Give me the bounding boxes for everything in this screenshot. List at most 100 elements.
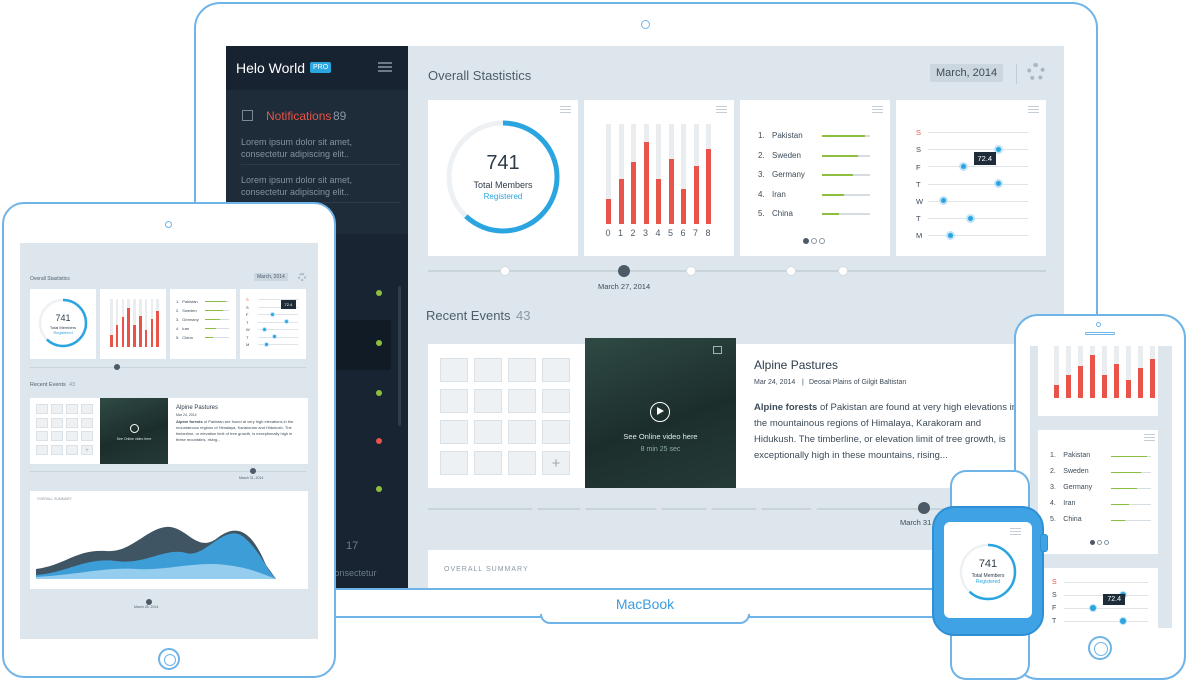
thumbnail[interactable] bbox=[508, 358, 536, 382]
notification-item[interactable]: Lorem ipsum dolor sit amet, consectetur … bbox=[241, 137, 353, 159]
thumbnail[interactable] bbox=[440, 420, 468, 444]
timeline-dot[interactable] bbox=[838, 266, 848, 276]
thumbnail[interactable] bbox=[51, 444, 63, 455]
timeline-dot[interactable] bbox=[706, 505, 712, 511]
slider-knob[interactable] bbox=[272, 334, 278, 339]
sidebar-scrollbar[interactable] bbox=[398, 286, 401, 426]
thumbnail[interactable] bbox=[474, 358, 502, 382]
page-dot[interactable] bbox=[1090, 540, 1095, 545]
timeline-dot[interactable] bbox=[532, 505, 538, 511]
slider-knob[interactable] bbox=[261, 326, 267, 332]
ipad-home-button[interactable] bbox=[158, 648, 180, 670]
slider-track bbox=[258, 336, 298, 338]
add-icon[interactable]: + bbox=[542, 451, 570, 475]
card-menu-icon[interactable] bbox=[560, 106, 571, 113]
slider-knob[interactable] bbox=[965, 213, 975, 223]
page-dot[interactable] bbox=[819, 238, 825, 244]
timeline-dot[interactable] bbox=[786, 266, 796, 276]
watch-crown[interactable] bbox=[1040, 534, 1048, 552]
thumbnail[interactable] bbox=[440, 389, 468, 413]
thumbnail[interactable] bbox=[508, 420, 536, 444]
slider-knob[interactable] bbox=[283, 319, 289, 324]
card-menu-icon[interactable] bbox=[872, 106, 883, 113]
slider-knob[interactable] bbox=[269, 311, 275, 317]
timeline-dot-active[interactable] bbox=[918, 502, 930, 514]
thumbnail[interactable] bbox=[440, 358, 468, 382]
ipad-camera bbox=[165, 221, 172, 228]
timeline-dot[interactable] bbox=[811, 505, 817, 511]
country-name: Pakistan bbox=[182, 299, 198, 304]
thumbnail[interactable] bbox=[51, 417, 63, 428]
thumbnail[interactable] bbox=[81, 404, 93, 414]
timeline-dot-active[interactable] bbox=[618, 265, 630, 277]
slider-knob[interactable] bbox=[264, 341, 270, 347]
play-icon[interactable] bbox=[650, 402, 670, 422]
ipad-timeline-dot-active[interactable] bbox=[114, 364, 120, 370]
card-menu-icon[interactable] bbox=[1144, 434, 1155, 441]
gear-icon[interactable] bbox=[1027, 63, 1045, 81]
page-dot[interactable] bbox=[1104, 540, 1109, 545]
ipad-date[interactable]: March, 2014 bbox=[254, 273, 288, 281]
thumbnail[interactable] bbox=[66, 444, 78, 455]
slider-knob[interactable] bbox=[993, 144, 1003, 154]
thumbnail[interactable] bbox=[36, 444, 48, 455]
timeline-dot[interactable] bbox=[656, 505, 662, 511]
timeline-dot[interactable] bbox=[756, 505, 762, 511]
thumbnail[interactable] bbox=[474, 389, 502, 413]
country-rank: 5. bbox=[1050, 516, 1056, 523]
slider-knob[interactable] bbox=[938, 196, 948, 206]
ipad-bar-card bbox=[100, 289, 166, 359]
ipad-timeline-dot-active[interactable] bbox=[250, 468, 256, 474]
thumbnail[interactable] bbox=[51, 404, 63, 414]
card-menu-icon[interactable] bbox=[716, 106, 727, 113]
card-menu-icon[interactable] bbox=[1028, 106, 1039, 113]
thumbnail[interactable] bbox=[474, 420, 502, 444]
menu-icon[interactable] bbox=[378, 62, 392, 72]
expand-icon[interactable] bbox=[713, 346, 722, 354]
thumbnail[interactable] bbox=[66, 417, 78, 428]
thumbnail[interactable] bbox=[36, 404, 48, 414]
event-title[interactable]: Alpine Pastures bbox=[754, 358, 839, 372]
date-picker[interactable]: March, 2014 bbox=[930, 64, 1004, 82]
timeline-dot[interactable] bbox=[580, 505, 586, 511]
timeline-dot[interactable] bbox=[500, 266, 510, 276]
slider-knob[interactable] bbox=[958, 161, 968, 171]
slider-knob[interactable] bbox=[993, 179, 1003, 189]
ipad-event-title[interactable]: Alpine Pastures bbox=[176, 405, 219, 411]
notifications-label[interactable]: Notifications bbox=[266, 109, 332, 123]
thumbnail[interactable] bbox=[36, 417, 48, 428]
thumbnail[interactable] bbox=[508, 451, 536, 475]
thumbnail[interactable] bbox=[51, 431, 63, 441]
thumbnail[interactable] bbox=[440, 451, 468, 475]
thumbnail[interactable] bbox=[81, 417, 93, 428]
thumbnail[interactable] bbox=[474, 451, 502, 475]
iphone-home-button[interactable] bbox=[1088, 636, 1112, 660]
page-dot[interactable] bbox=[1097, 540, 1102, 545]
thumbnail[interactable] bbox=[36, 431, 48, 441]
thumbnail[interactable] bbox=[542, 389, 570, 413]
slider-knob[interactable] bbox=[1089, 604, 1098, 612]
thumbnail[interactable] bbox=[508, 389, 536, 413]
gear-icon[interactable] bbox=[298, 273, 306, 281]
ipad-timeline-dot-active[interactable] bbox=[146, 599, 152, 605]
thumbnail[interactable] bbox=[542, 420, 570, 444]
play-icon[interactable] bbox=[130, 424, 139, 433]
timeline-dot[interactable] bbox=[686, 266, 696, 276]
video-thumbnail[interactable]: See Online video here 8 min 25 sec bbox=[585, 338, 736, 488]
page-dot[interactable] bbox=[811, 238, 817, 244]
thumbnail[interactable] bbox=[66, 404, 78, 414]
page-dot[interactable] bbox=[803, 238, 809, 244]
slider-knob[interactable] bbox=[1118, 617, 1127, 625]
day-label: F bbox=[246, 312, 249, 317]
thumbnail[interactable] bbox=[542, 358, 570, 382]
thumbnail[interactable] bbox=[81, 431, 93, 441]
macbook-screen: Helo World PRO Notifications 89 Lorem ip… bbox=[226, 46, 1064, 592]
slider-knob[interactable] bbox=[945, 230, 955, 240]
add-icon[interactable]: + bbox=[81, 444, 93, 455]
thumbnail[interactable] bbox=[66, 431, 78, 441]
country-rank: 5. bbox=[758, 209, 765, 218]
ipad-video[interactable]: See Online video here bbox=[100, 398, 168, 464]
notification-item[interactable]: Lorem ipsum dolor sit amet, consectetur … bbox=[241, 175, 353, 197]
status-dot bbox=[376, 438, 382, 444]
card-menu-icon[interactable] bbox=[1010, 528, 1021, 535]
